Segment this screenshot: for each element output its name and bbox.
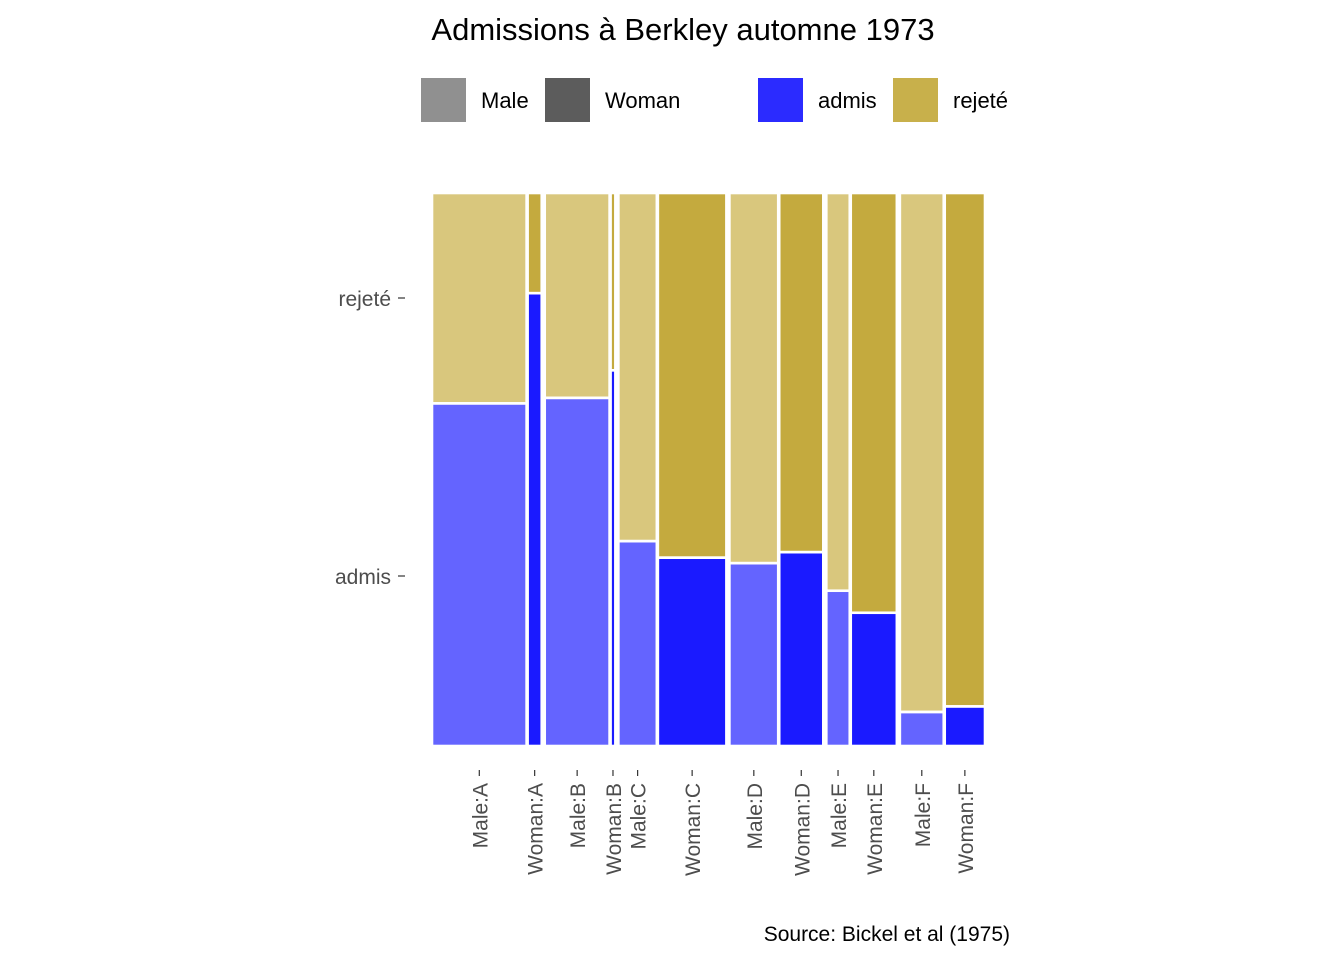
x-tick-label-woman-e: Woman:E [864, 783, 887, 875]
x-tick-label-male-d: Male:D [744, 783, 767, 850]
rejected-bar-male-c [619, 193, 657, 541]
admitted-bar-woman-c [658, 558, 726, 746]
y-tick-label-rejete: rejeté [338, 288, 391, 311]
x-tick-label-woman-b: Woman:B [603, 783, 626, 875]
rejected-bar-woman-b [611, 193, 615, 370]
x-tick-label-woman-d: Woman:D [791, 783, 814, 876]
x-tick-label-male-f: Male:F [912, 783, 935, 847]
legend-key-woman [545, 78, 590, 122]
admitted-bar-male-c [619, 541, 657, 746]
admitted-bar-male-f [900, 712, 944, 746]
chart-title: Admissions à Berkley automne 1973 [431, 12, 934, 47]
y-axis: rejeté admis [335, 288, 405, 589]
legend-label-rejet-: rejeté [953, 88, 1008, 113]
rejected-bar-male-e [827, 193, 850, 591]
admitted-bar-woman-f [945, 707, 985, 746]
legend-label-male: Male [481, 88, 529, 113]
rejected-bar-male-a [432, 193, 526, 403]
x-tick-label-male-b: Male:B [567, 783, 590, 848]
x-tick-label-male-a: Male:A [469, 783, 492, 848]
legend-label-woman: Woman [605, 88, 680, 113]
rejected-bar-woman-f [945, 193, 985, 706]
rejected-bar-male-d [730, 193, 778, 563]
admitted-bar-woman-b [611, 371, 615, 746]
chart-caption: Source: Bickel et al (1975) [764, 923, 1010, 946]
admitted-bar-male-d [730, 563, 778, 746]
legend: Male Woman admis rejeté [421, 78, 1008, 122]
x-tick-label-woman-a: Woman:A [525, 783, 548, 875]
legend-key-male [421, 78, 466, 122]
rejected-bar-woman-a [528, 193, 542, 293]
rejected-bar-woman-c [658, 193, 726, 557]
legend-key-rejet- [893, 78, 938, 122]
rejected-bar-woman-d [779, 193, 823, 552]
legend-label-admis: admis [818, 88, 877, 113]
admitted-bar-male-b [545, 398, 609, 746]
x-tick-label-male-c: Male:C [628, 783, 651, 850]
admitted-bar-woman-e [851, 613, 897, 746]
x-tick-label-woman-f: Woman:F [955, 783, 978, 874]
rejected-bar-male-b [545, 193, 609, 398]
y-tick-label-admis: admis [335, 566, 391, 589]
admitted-bar-woman-a [528, 293, 542, 746]
rejected-bar-male-f [900, 193, 944, 712]
rejected-bar-woman-e [851, 193, 897, 613]
admitted-bar-male-e [827, 591, 850, 746]
admitted-bar-woman-d [779, 552, 823, 746]
x-axis: Male:A Woman:A Male:B Woman:B Male:C Woman:C M… [469, 770, 978, 876]
plot-area [432, 193, 985, 746]
admitted-bar-male-a [432, 404, 526, 746]
x-tick-label-woman-c: Woman:C [682, 783, 705, 876]
legend-key-admis [758, 78, 803, 122]
x-tick-label-male-e: Male:E [828, 783, 851, 848]
